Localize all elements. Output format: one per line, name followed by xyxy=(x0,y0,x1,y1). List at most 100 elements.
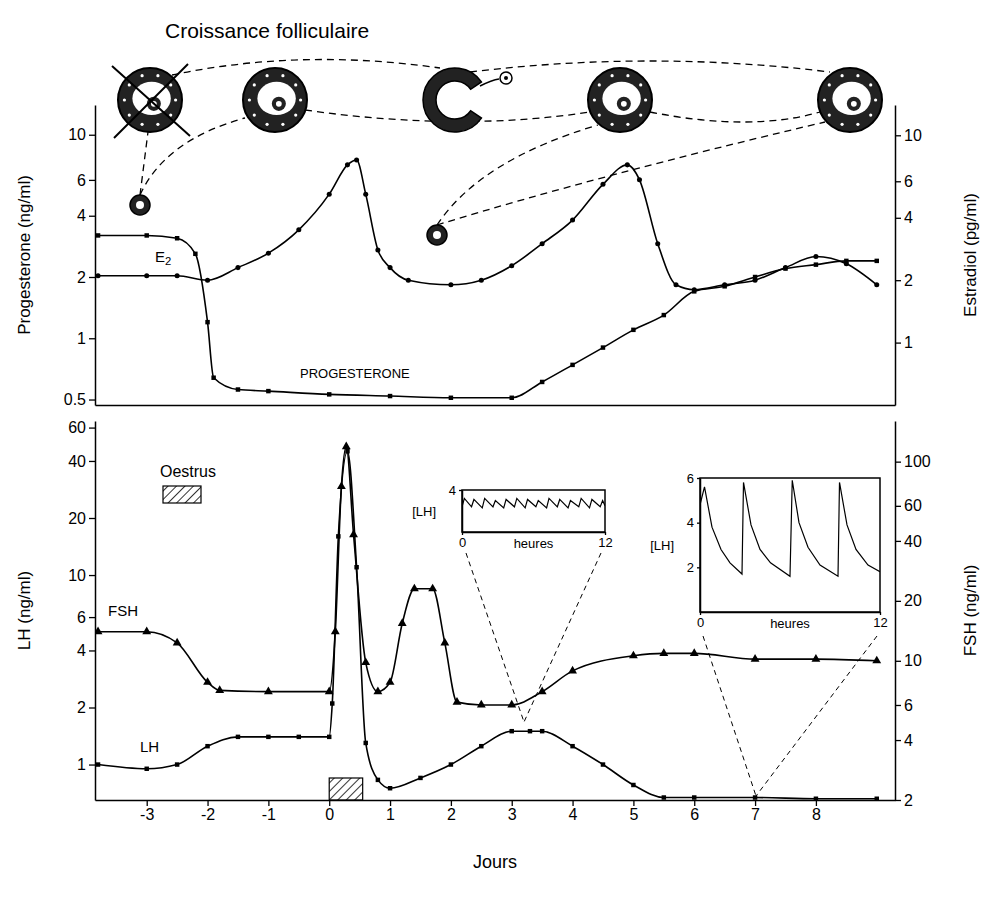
marker xyxy=(354,157,359,162)
marker xyxy=(342,441,351,449)
period-key xyxy=(163,486,201,503)
marker xyxy=(844,259,848,263)
tick-label: 40 xyxy=(904,533,922,550)
granulosa-cell xyxy=(140,123,143,126)
x-axis-tick: 7 xyxy=(751,800,760,823)
marker xyxy=(440,638,449,646)
series-label-part: E xyxy=(155,248,165,265)
tick-label: 4 xyxy=(77,642,86,659)
marker xyxy=(215,685,224,693)
marker xyxy=(655,241,660,246)
tick-mark xyxy=(89,650,95,651)
tick-mark xyxy=(268,800,269,806)
cumulus xyxy=(847,97,861,111)
marker xyxy=(175,273,180,278)
marker xyxy=(625,162,630,167)
follicle-connector xyxy=(650,112,820,122)
y-axis-tick: 2 xyxy=(687,560,700,575)
marker xyxy=(96,762,100,766)
y-axis-tick: 6 xyxy=(77,609,95,626)
granulosa-cell xyxy=(840,74,843,77)
granulosa-cell xyxy=(869,113,872,116)
marker xyxy=(266,735,270,739)
marker xyxy=(211,375,215,379)
granulosa-cell xyxy=(639,113,642,116)
marker xyxy=(388,265,393,270)
marker xyxy=(601,345,605,349)
y2-axis-tick: 6 xyxy=(895,697,913,714)
y2-axis-title: FSH (ng/ml) xyxy=(961,565,980,657)
tick-mark xyxy=(451,800,452,806)
marker xyxy=(448,282,453,287)
y-axis-line xyxy=(95,422,97,801)
tick-mark xyxy=(895,135,901,136)
tick-mark xyxy=(895,705,901,706)
granulosa-cell xyxy=(856,123,859,126)
y2-axis-tick: 6 xyxy=(895,173,913,190)
marker xyxy=(398,618,407,626)
marker xyxy=(96,233,100,237)
marker xyxy=(449,762,453,766)
granulosa-cell xyxy=(869,83,872,86)
y-axis-line xyxy=(462,491,464,533)
follicle-connector xyxy=(172,59,440,75)
tick-mark xyxy=(697,523,700,524)
granulosa-cell xyxy=(856,74,859,77)
marker xyxy=(813,254,818,259)
tick-mark xyxy=(147,800,148,806)
marker xyxy=(659,648,668,656)
tick-label: 0.5 xyxy=(64,391,86,408)
marker xyxy=(205,278,210,283)
marker xyxy=(601,762,605,766)
marker xyxy=(142,627,151,635)
tick-label: 40 xyxy=(68,453,86,470)
marker xyxy=(479,744,483,748)
marker xyxy=(528,729,532,733)
inset-panel: 012246[LH]heures xyxy=(650,471,888,631)
tick-label: 4 xyxy=(569,806,578,823)
marker xyxy=(637,177,642,182)
marker xyxy=(361,657,370,665)
marker xyxy=(266,251,271,256)
x-axis-tick: 3 xyxy=(508,800,517,823)
marker xyxy=(363,192,368,197)
y-axis-tick: 40 xyxy=(68,453,95,470)
released-oocyte-core xyxy=(504,76,508,80)
x-axis-tick: -1 xyxy=(262,800,276,823)
tick-mark xyxy=(390,800,391,806)
tick-mark xyxy=(89,180,95,181)
tick-mark xyxy=(89,216,95,217)
follicle-antrum xyxy=(832,82,870,115)
y-axis: 4 xyxy=(449,483,463,533)
tick-label: 6 xyxy=(904,173,913,190)
tick-mark xyxy=(459,490,462,491)
tick-mark xyxy=(895,342,901,343)
tick-mark xyxy=(895,541,901,542)
tick-mark xyxy=(89,461,95,462)
y-axis-tick: 4 xyxy=(77,207,95,224)
period xyxy=(329,778,362,800)
x-axis xyxy=(96,405,896,406)
marker xyxy=(631,328,635,332)
marker xyxy=(872,656,881,664)
marker xyxy=(175,762,179,766)
granulosa-cell xyxy=(299,98,302,101)
follicle xyxy=(588,68,652,132)
y-axis-title: Progesterone (ng/ml) xyxy=(15,175,34,335)
granulosa-cell xyxy=(281,123,284,126)
tick-mark xyxy=(89,399,95,400)
granulosa-cell xyxy=(156,74,159,77)
marker xyxy=(345,449,349,453)
marker xyxy=(144,273,149,278)
tick-label: 4 xyxy=(449,483,456,498)
y2-axis-tick: 2 xyxy=(895,792,913,809)
panel: E2PROGESTERONE0.5124610124610Progesteron… xyxy=(15,106,980,409)
x-axis-line xyxy=(96,405,896,407)
tick-label: 2 xyxy=(904,792,913,809)
granulosa-cell xyxy=(281,74,284,77)
marker xyxy=(96,273,101,278)
tick-mark xyxy=(329,800,330,806)
tick-mark xyxy=(89,617,95,618)
tick-mark xyxy=(89,764,95,765)
y-axis-tick: 1 xyxy=(77,330,95,347)
